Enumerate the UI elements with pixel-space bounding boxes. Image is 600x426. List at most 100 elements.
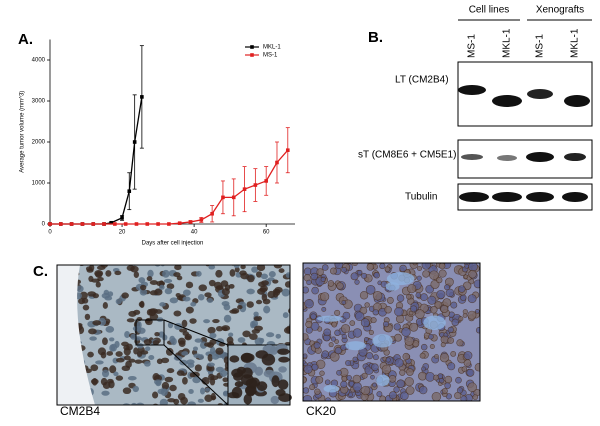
nucleus <box>245 378 258 389</box>
cell <box>340 380 348 388</box>
cell <box>320 276 326 282</box>
marker <box>102 222 106 226</box>
nucleus <box>182 377 188 385</box>
stroma <box>372 334 393 348</box>
series-line <box>50 96 143 225</box>
cell <box>303 364 313 374</box>
nucleus <box>138 277 146 284</box>
cell <box>460 294 467 301</box>
cell <box>420 343 428 351</box>
nucleus <box>161 381 170 390</box>
y-tick-label: 3000 <box>32 99 46 105</box>
cell <box>458 316 464 322</box>
marker <box>285 148 290 152</box>
nucleus <box>140 350 149 355</box>
cell <box>440 304 449 314</box>
nucleus <box>263 305 271 314</box>
lane-label: MS-1 <box>467 34 478 58</box>
nucleus <box>84 368 92 374</box>
marker <box>221 195 225 200</box>
nucleus <box>126 318 135 323</box>
nucleus <box>240 272 250 280</box>
cell <box>341 375 348 382</box>
nucleus <box>146 309 153 316</box>
cell <box>342 311 351 320</box>
nucleus <box>164 287 173 295</box>
cell <box>330 336 337 342</box>
nucleus <box>149 280 159 285</box>
nucleus <box>245 385 256 397</box>
marker <box>275 160 279 165</box>
nucleus <box>91 278 100 283</box>
cell <box>463 359 472 367</box>
nucleus <box>285 325 290 334</box>
nucleus <box>173 272 181 278</box>
nucleus <box>207 353 213 362</box>
nucleus <box>233 372 243 381</box>
band <box>527 89 553 99</box>
nucleus <box>169 335 176 343</box>
cell <box>310 272 319 281</box>
cell <box>357 269 363 276</box>
nucleus <box>159 398 168 405</box>
nucleus <box>228 283 235 289</box>
marker <box>48 222 52 226</box>
nucleus <box>178 340 186 348</box>
nucleus <box>261 353 276 366</box>
cell <box>373 272 380 279</box>
marker <box>69 222 74 226</box>
cell <box>305 320 313 328</box>
nucleus <box>159 302 166 307</box>
blot-frame <box>457 61 593 127</box>
cell <box>450 350 457 357</box>
cell <box>334 263 344 270</box>
nucleus <box>253 316 260 321</box>
marker <box>253 183 258 187</box>
nucleus <box>209 346 216 355</box>
cell <box>399 369 406 376</box>
band <box>564 95 590 107</box>
nucleus <box>209 332 217 339</box>
nucleus <box>133 309 141 315</box>
nucleus <box>149 313 159 321</box>
nucleus <box>240 265 246 270</box>
cell <box>468 269 477 279</box>
cell <box>341 324 351 334</box>
x-tick-label: 60 <box>263 230 270 236</box>
cell <box>364 302 370 308</box>
cell <box>451 318 459 327</box>
micrograph <box>302 262 481 402</box>
micrograph <box>56 259 292 406</box>
nucleus <box>212 318 220 324</box>
cell <box>467 382 477 393</box>
nucleus <box>192 346 199 352</box>
marker <box>80 222 85 226</box>
nucleus <box>207 326 216 334</box>
cell <box>467 294 477 304</box>
nucleus <box>106 351 114 356</box>
nucleus <box>146 276 153 282</box>
cell <box>379 263 386 270</box>
nucleus <box>85 266 93 272</box>
y-axis-label: Average tumor volume (mm^3) <box>20 91 26 173</box>
nucleus <box>110 343 117 352</box>
nucleus <box>234 381 244 388</box>
nucleus <box>255 299 263 305</box>
cell <box>415 309 425 319</box>
nucleus <box>122 387 132 395</box>
cell <box>409 322 419 332</box>
cell <box>341 300 347 305</box>
y-tick-label: 1000 <box>32 181 46 187</box>
nucleus <box>82 304 90 311</box>
cell <box>434 354 439 359</box>
nucleus <box>181 319 188 328</box>
cell <box>417 265 423 271</box>
caption: CM2B4 <box>60 404 100 418</box>
nucleus <box>206 342 214 348</box>
cell <box>315 375 324 384</box>
cell <box>323 328 331 337</box>
nucleus <box>240 353 255 362</box>
marker <box>134 222 139 226</box>
nucleus <box>211 395 217 400</box>
nucleus <box>248 259 256 265</box>
